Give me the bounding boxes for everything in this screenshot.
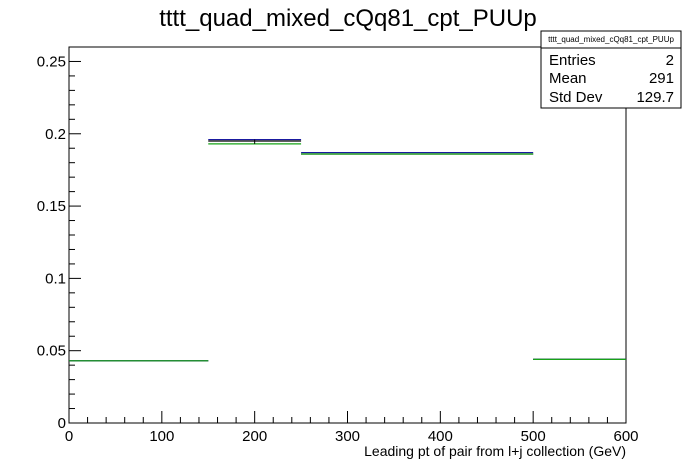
- histogram-series-2: [69, 143, 626, 362]
- stats-entries-value: 2: [666, 52, 674, 69]
- y-tick-label: 0.1: [45, 270, 66, 287]
- stats-entries-label: Entries: [549, 52, 596, 69]
- x-tick-label: 600: [613, 428, 638, 445]
- histogram-series-1: [69, 138, 626, 362]
- stats-stddev-label: Std Dev: [549, 89, 603, 106]
- x-tick-label: 400: [428, 428, 453, 445]
- y-axis: 0 0.05 0.1 0.15 0.2 0.25: [37, 46, 81, 432]
- stats-mean-label: Mean: [549, 70, 587, 87]
- y-tick-label: 0.2: [45, 126, 66, 143]
- x-tick-label: 0: [65, 428, 73, 445]
- x-axis-label: Leading pt of pair from l+j collection (…: [364, 443, 626, 459]
- y-tick-label: 0.15: [37, 198, 66, 215]
- x-tick-label: 300: [335, 428, 360, 445]
- x-tick-label: 200: [242, 428, 267, 445]
- x-tick-label: 500: [521, 428, 546, 445]
- x-axis: 0 100 200 300 400 500 600: [65, 411, 639, 445]
- stats-box-frame: [540, 30, 682, 109]
- histogram-series-0: [69, 140, 626, 362]
- x-tick-label: 100: [149, 428, 174, 445]
- chart-title: tttt_quad_mixed_cQq81_cpt_PUUp: [159, 5, 537, 32]
- y-tick-label: 0: [58, 415, 66, 432]
- y-tick-label: 0.05: [37, 343, 66, 360]
- stats-box-title: tttt_quad_mixed_cQq81_cpt_PUUp: [548, 35, 674, 44]
- stats-mean-value: 291: [649, 70, 674, 87]
- stats-box: tttt_quad_mixed_cQq81_cpt_PUUp Entries 2…: [540, 30, 682, 109]
- y-tick-label: 0.25: [37, 53, 66, 70]
- histogram-series: [69, 138, 626, 362]
- stats-stddev-value: 129.7: [636, 89, 674, 106]
